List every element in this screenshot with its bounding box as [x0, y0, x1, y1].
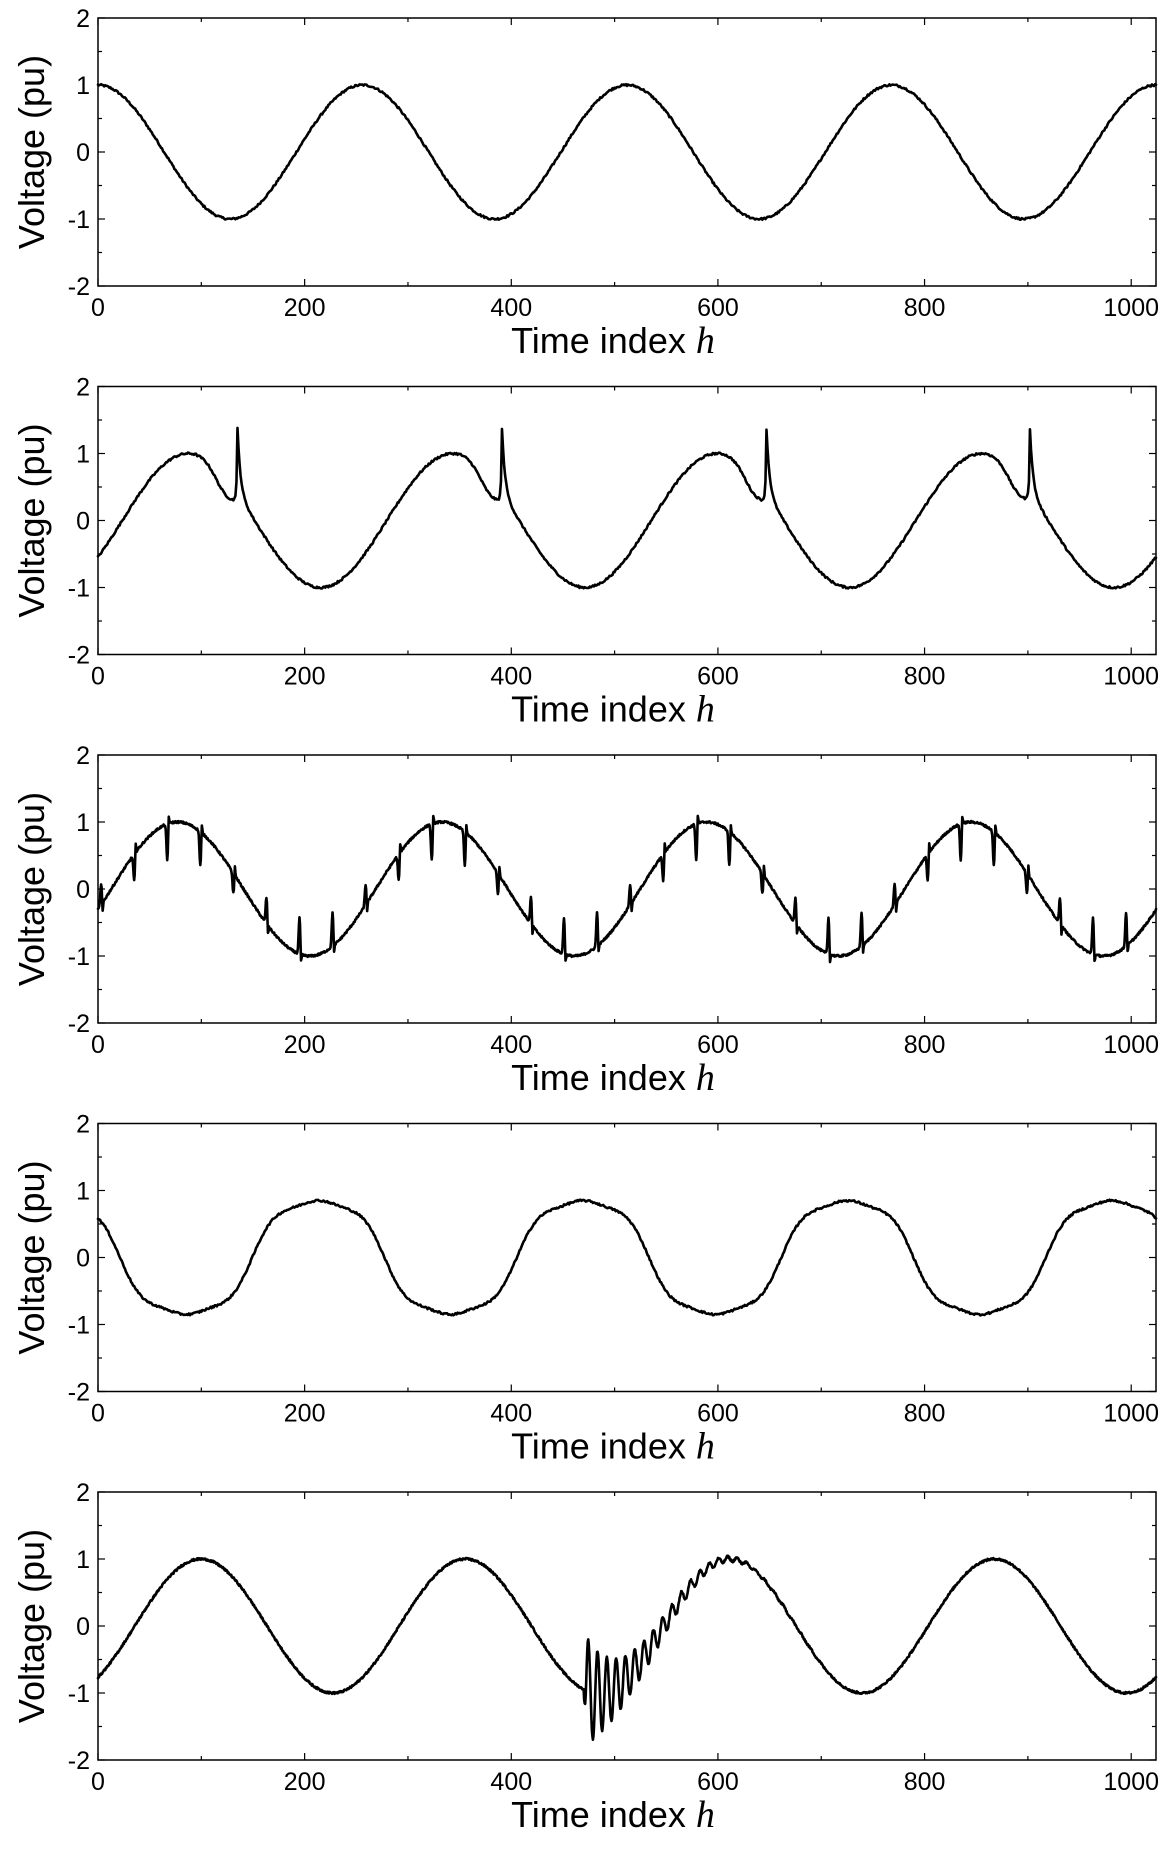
x-tick-label: 600	[697, 1031, 739, 1059]
x-tick-label: 400	[490, 294, 532, 322]
y-tick-label: 1	[76, 1546, 90, 1574]
y-axis-label: Voltage (pu)	[11, 55, 52, 249]
x-axis-label-var: h	[696, 320, 715, 362]
y-tick-label: 2	[76, 742, 90, 770]
chart-panel-1: 0 200 400 600 800 1000 -2 -1 0 1 2 Voltage (pu) Time…	[11, 5, 1159, 362]
y-tick-label: 0	[76, 1613, 90, 1641]
y-tick-label: 1	[76, 441, 90, 469]
x-axis-label-text: Time index	[511, 689, 696, 730]
y-tick-label: 2	[76, 374, 90, 402]
y-axis-label: Voltage (pu)	[11, 423, 52, 617]
x-axis-label-text: Time index	[511, 1794, 696, 1835]
x-axis-label-var: h	[696, 1057, 715, 1099]
x-axis-label-text: Time index	[511, 1057, 696, 1098]
y-tick-label: 2	[76, 1479, 90, 1507]
x-tick-label: 0	[91, 294, 105, 322]
x-tick-label: 400	[490, 663, 532, 691]
x-tick-label: 0	[91, 1768, 105, 1796]
x-axis-label: Time index h	[511, 1794, 715, 1836]
y-tick-label: 0	[76, 139, 90, 167]
x-tick-label: 800	[904, 663, 946, 691]
y-tick-label: -1	[68, 943, 90, 971]
y-tick-label: -1	[68, 1680, 90, 1708]
x-tick-label: 800	[904, 1031, 946, 1059]
chart-panel-3: 0 200 400 600 800 1000 -2 -1 0 1 2 Voltage (pu) Time…	[11, 742, 1159, 1099]
x-tick-label: 200	[284, 1768, 326, 1796]
x-axis-label-var: h	[696, 1794, 715, 1836]
y-tick-label: 1	[76, 1178, 90, 1206]
chart-panel-4: 0 200 400 600 800 1000 -2 -1 0 1 2 Voltage (pu) Time…	[11, 1111, 1159, 1468]
y-axis-label: Voltage (pu)	[11, 1529, 52, 1723]
x-tick-label: 1000	[1103, 1400, 1159, 1428]
plot-frame	[97, 1491, 1157, 1761]
x-tick-label: 200	[284, 663, 326, 691]
y-tick-label: -2	[68, 1010, 90, 1038]
voltage-trace	[96, 1554, 1158, 1741]
voltage-trace	[96, 426, 1158, 590]
x-axis-label: Time index h	[511, 1057, 715, 1099]
plot-frame	[97, 17, 1157, 287]
x-tick-label: 800	[904, 1768, 946, 1796]
x-tick-label: 1000	[1103, 1768, 1159, 1796]
y-tick-label: -1	[68, 575, 90, 603]
plot-frame	[97, 385, 1157, 656]
x-tick-label: 400	[490, 1400, 532, 1428]
y-tick-label: 2	[76, 5, 90, 33]
x-tick-label: 600	[697, 1768, 739, 1796]
y-tick-label: 2	[76, 1111, 90, 1139]
x-tick-label: 0	[91, 1400, 105, 1428]
x-tick-label: 0	[91, 663, 105, 691]
x-tick-label: 0	[91, 1031, 105, 1059]
chart-panel-2: 0 200 400 600 800 1000 -2 -1 0 1 2 Voltage (pu) Time…	[11, 374, 1159, 731]
x-tick-label: 600	[697, 294, 739, 322]
x-tick-label: 400	[490, 1768, 532, 1796]
x-tick-label: 200	[284, 294, 326, 322]
y-axis-label: Voltage (pu)	[11, 792, 52, 986]
y-tick-label: -1	[68, 1312, 90, 1340]
x-tick-label: 800	[904, 294, 946, 322]
y-axis-label: Voltage (pu)	[11, 1160, 52, 1354]
y-tick-label: -2	[68, 1379, 90, 1407]
y-tick-label: 0	[76, 876, 90, 904]
voltage-trace	[96, 1198, 1158, 1317]
x-axis-label: Time index h	[511, 1426, 715, 1468]
x-tick-label: 600	[697, 1400, 739, 1428]
x-tick-label: 800	[904, 1400, 946, 1428]
x-tick-label: 1000	[1103, 663, 1159, 691]
y-tick-label: 1	[76, 809, 90, 837]
y-tick-label: 0	[76, 1245, 90, 1273]
x-tick-label: 1000	[1103, 294, 1159, 322]
chart-panel-5: 0 200 400 600 800 1000 -2 -1 0 1 2 Voltage (pu) Time…	[11, 1479, 1159, 1836]
x-tick-label: 1000	[1103, 1031, 1159, 1059]
y-tick-label: 1	[76, 72, 90, 100]
x-tick-label: 400	[490, 1031, 532, 1059]
x-axis-label-text: Time index	[511, 1426, 696, 1467]
x-axis-label: Time index h	[511, 320, 715, 362]
voltage-trace	[96, 814, 1158, 964]
x-axis-label-var: h	[696, 1426, 715, 1468]
x-tick-label: 200	[284, 1031, 326, 1059]
x-tick-label: 200	[284, 1400, 326, 1428]
y-tick-label: -2	[68, 1747, 90, 1775]
x-axis-label: Time index h	[511, 689, 715, 731]
y-tick-label: 0	[76, 508, 90, 536]
y-tick-label: -2	[68, 273, 90, 301]
plot-frame	[97, 754, 1157, 1024]
y-tick-label: -1	[68, 206, 90, 234]
y-tick-label: -2	[68, 642, 90, 670]
x-axis-label-text: Time index	[511, 320, 696, 361]
x-axis-label-var: h	[696, 689, 715, 731]
x-tick-label: 600	[697, 663, 739, 691]
plot-frame	[97, 1122, 1157, 1393]
voltage-trace	[96, 82, 1158, 222]
